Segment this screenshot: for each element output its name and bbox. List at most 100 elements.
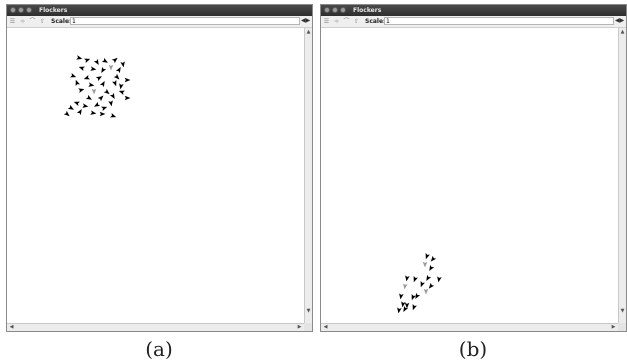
scroll-down-arrow-icon[interactable]: ▼ — [620, 308, 625, 314]
flocker — [109, 92, 115, 99]
flocker — [99, 111, 106, 117]
flocker — [124, 77, 131, 83]
options-icon[interactable]: ⌒ — [343, 18, 350, 25]
flocker — [67, 104, 74, 110]
flocker — [93, 58, 99, 65]
flocker — [85, 94, 92, 100]
horizontal-scrollbar[interactable]: ◀ ▶ — [321, 323, 618, 331]
display-toolbar: ☰ ➾ ⌒ ⇧ Scale: 1 ◀▶ — [321, 16, 626, 28]
flocker — [111, 57, 118, 64]
vertical-scrollbar[interactable]: ▲ ▼ — [618, 28, 626, 323]
display-toolbar: ☰ ➾ ⌒ ⇧ Scale: 1 ◀▶ — [7, 16, 312, 28]
scroll-left-arrow-icon[interactable]: ◀ — [323, 324, 328, 330]
flocker — [112, 80, 117, 87]
scale-stepper-arrows[interactable]: ◀▶ — [615, 17, 625, 24]
flocker — [124, 95, 131, 101]
flocker — [118, 90, 125, 95]
layers-icon[interactable]: ☰ — [323, 18, 330, 25]
window-title: Flockers — [353, 7, 382, 14]
flocker — [420, 281, 425, 288]
scrollbar-corner — [304, 323, 312, 331]
flocker — [101, 66, 107, 73]
flocker — [428, 282, 435, 289]
flocker — [405, 275, 410, 282]
flocker — [70, 73, 77, 78]
options-icon[interactable]: ⌒ — [29, 18, 36, 25]
flocker — [430, 255, 437, 262]
flocker — [78, 88, 85, 93]
flocker — [397, 307, 402, 314]
window-title: Flockers — [39, 7, 68, 14]
flocker — [412, 304, 417, 311]
scroll-left-arrow-icon[interactable]: ◀ — [9, 324, 14, 330]
flocker — [113, 73, 120, 80]
flocker — [403, 283, 408, 290]
caption-b: (b) — [458, 337, 488, 361]
close-window-button[interactable] — [10, 7, 16, 13]
horizontal-scrollbar[interactable]: ◀ ▶ — [7, 323, 304, 331]
flocker — [411, 294, 416, 301]
simulation-canvas[interactable] — [7, 28, 304, 323]
scale-stepper-arrows[interactable]: ◀▶ — [301, 17, 311, 24]
flocker — [78, 66, 85, 71]
flocker — [403, 305, 409, 312]
maximize-window-button[interactable] — [340, 7, 346, 13]
flocker — [99, 81, 105, 88]
close-window-button[interactable] — [324, 7, 330, 13]
flocker — [415, 292, 421, 299]
flocker — [404, 302, 410, 309]
minimize-window-button[interactable] — [332, 7, 338, 13]
scroll-right-arrow-icon[interactable]: ▶ — [611, 324, 616, 330]
flocker — [73, 101, 80, 106]
scrollbar-corner — [618, 323, 626, 331]
scale-label: Scale: — [51, 18, 72, 25]
flocker — [101, 106, 108, 111]
scroll-up-arrow-icon[interactable]: ▲ — [620, 29, 625, 35]
flocker — [94, 101, 101, 107]
maximize-window-button[interactable] — [26, 7, 32, 13]
layers-icon[interactable]: ☰ — [9, 18, 16, 25]
title-bar: Flockers — [321, 5, 626, 16]
flocker — [90, 110, 97, 115]
flocker — [120, 61, 125, 68]
zoom-icon[interactable]: ⇧ — [39, 18, 46, 25]
caption-a: (a) — [145, 337, 173, 361]
vertical-scrollbar[interactable]: ▲ ▼ — [304, 28, 312, 323]
flocker — [423, 288, 429, 295]
flocker — [76, 55, 83, 60]
flocker — [429, 264, 435, 271]
flocker — [422, 261, 428, 268]
minimize-window-button[interactable] — [18, 7, 24, 13]
flocker — [101, 57, 108, 63]
scroll-down-arrow-icon[interactable]: ▼ — [306, 308, 311, 314]
flocker — [399, 293, 404, 300]
flocker — [401, 301, 406, 308]
flocker — [91, 88, 97, 95]
flocker — [437, 276, 442, 283]
flocker — [63, 110, 70, 117]
scale-label: Scale: — [365, 18, 386, 25]
scale-input[interactable]: 1 — [384, 17, 614, 25]
simulation-canvas[interactable] — [321, 28, 618, 323]
flocker — [75, 79, 80, 86]
flocker — [413, 276, 418, 283]
flocker — [97, 95, 104, 102]
flockers-field — [397, 253, 442, 314]
flocker — [90, 66, 97, 71]
flockers-field — [63, 55, 131, 118]
movie-icon[interactable]: ➾ — [19, 18, 26, 25]
scroll-right-arrow-icon[interactable]: ▶ — [297, 324, 302, 330]
flocker — [76, 109, 82, 116]
flocker — [103, 88, 110, 95]
movie-icon[interactable]: ➾ — [333, 18, 340, 25]
flocker — [425, 253, 430, 260]
flocker — [84, 58, 91, 63]
scale-input[interactable]: 1 — [70, 17, 300, 25]
flocker — [108, 100, 113, 107]
flocker — [115, 67, 121, 74]
scroll-up-arrow-icon[interactable]: ▲ — [306, 29, 311, 35]
flockers-window-b: Flockers ☰ ➾ ⌒ ⇧ Scale: 1 ◀▶ ▲ ▼ ◀ ▶ — [320, 4, 627, 332]
zoom-icon[interactable]: ⇧ — [353, 18, 360, 25]
flocker — [108, 64, 114, 71]
flocker — [110, 113, 117, 118]
